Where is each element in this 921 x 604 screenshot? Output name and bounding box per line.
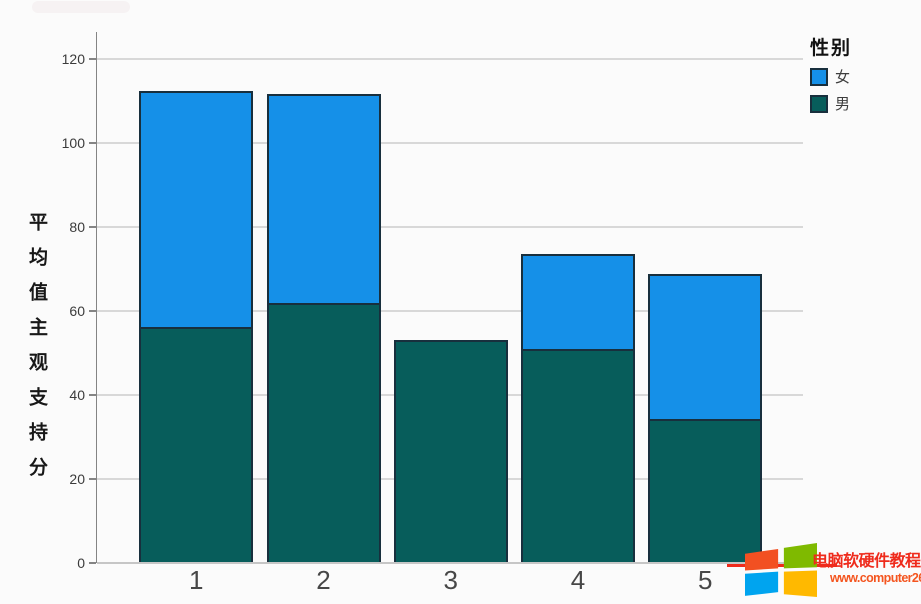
logo-quad-orange [745,548,779,571]
legend-title: 性别 [810,38,853,59]
bar-4 [521,253,635,563]
legend-label-female: 女 [835,69,851,86]
bar-5-male-segment [650,419,761,563]
x-tick-label-2: 2 [316,565,331,595]
y-tick-60 [89,310,96,312]
y-tick-label-80: 80 [69,219,85,235]
watermark-site-url[interactable]: www.computer26.com [830,571,921,585]
legend-item-female: 女 [810,66,852,87]
x-tick-label-5: 5 [698,565,713,595]
y-tick-20 [89,478,96,480]
x-tick-label-1: 1 [189,565,204,595]
female-color-swatch [810,67,828,86]
y-tick-120 [89,58,96,60]
watermark-site-name: 电脑软硬件教程网 [812,553,921,570]
gridline-120 [97,58,803,60]
x-tick-label-4: 4 [570,565,586,595]
y-tick-40 [89,394,96,396]
y-tick-label-20: 20 [69,471,85,487]
y-tick-100 [89,142,96,144]
logo-quad-yellow [783,570,817,597]
gridline-80 [97,226,803,228]
bar-1-male-segment [141,326,252,563]
logo-quad-blue [745,571,779,596]
y-tick-80 [89,226,96,228]
bar-2-male-segment [268,303,379,563]
y-tick-label-100: 100 [61,135,85,151]
y-tick-label-0: 0 [77,555,85,571]
x-tick-label-3: 3 [443,565,458,595]
gridline-60 [97,310,803,312]
watermark-accent-line [727,563,837,567]
bar-2 [266,94,381,563]
legend: 性别 女 男 [810,33,852,114]
y-tick-label-60: 60 [69,303,85,319]
logo-quad-green [783,543,817,569]
y-axis-line [95,32,98,563]
male-color-swatch [810,94,828,113]
legend-label-male: 男 [835,96,851,113]
bar-4-male-segment [523,349,633,563]
y-tick-label-40: 40 [69,387,85,403]
y-axis-title: 平均值主观支持分 [26,212,47,492]
site-watermark: 电脑软硬件教程网 www.computer26.com [720,538,921,600]
plot-area [97,32,803,563]
legend-item-male: 男 [810,93,852,114]
bar-1 [139,91,254,563]
bar-5 [648,273,763,563]
gridline-100 [97,142,803,144]
windows-logo-icon [745,543,817,597]
y-tick-0 [89,562,96,564]
faded-watermark-smudge [32,1,130,13]
x-axis-baseline [97,562,803,564]
y-tick-label-120: 120 [61,51,85,67]
bar-3 [393,340,508,563]
